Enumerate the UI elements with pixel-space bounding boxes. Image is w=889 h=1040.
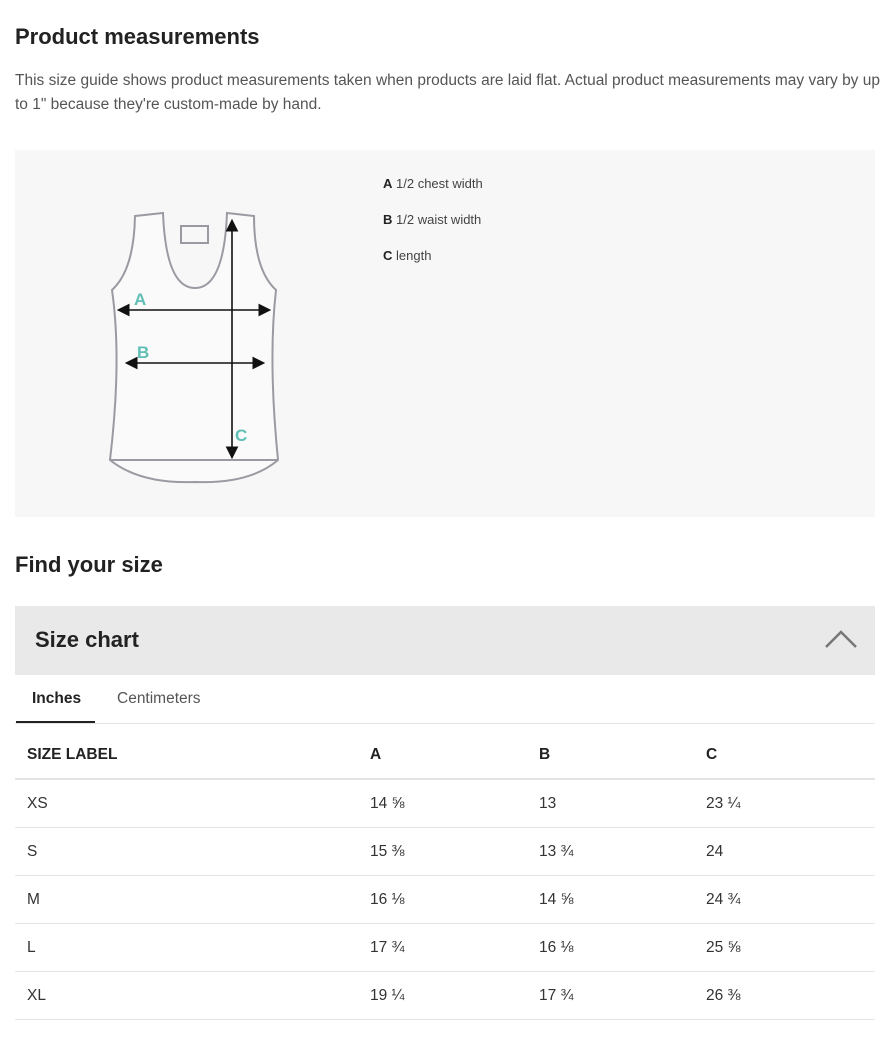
table-cell: L <box>15 923 358 972</box>
table-cell: 24 <box>694 827 875 876</box>
tab-centimeters[interactable]: Centimeters <box>117 690 201 707</box>
table-row: M 16 ⅛ 14 ⅝ 24 ¾ <box>15 875 875 924</box>
table-row: XL 19 ¼ 17 ¾ 26 ⅜ <box>15 971 875 1020</box>
product-measurements-title: Product measurements <box>15 24 260 49</box>
chevron-up-icon[interactable] <box>825 630 857 648</box>
measurements-description: This size guide shows product measuremen… <box>15 72 880 113</box>
table-cell: 15 ⅜ <box>358 827 527 876</box>
table-cell: S <box>15 827 358 876</box>
size-chart-accordion-header[interactable]: Size chart <box>15 606 875 675</box>
measurement-diagram: A B C A 1/2 chest width B 1/2 waist widt… <box>15 150 875 517</box>
table-cell: 17 ¾ <box>358 923 527 972</box>
diagram-label-a: A <box>134 290 146 309</box>
legend-item-a: A 1/2 chest width <box>383 176 483 191</box>
table-cell: 17 ¾ <box>527 971 694 1020</box>
active-tab-indicator <box>16 721 95 723</box>
column-header: C <box>694 732 875 780</box>
table-header-row: SIZE LABEL A B C <box>15 732 875 780</box>
table-cell: 13 <box>527 779 694 828</box>
table-cell: XS <box>15 779 358 828</box>
unit-tabs: Inches Centimeters <box>15 676 875 724</box>
table-cell: 25 ⅝ <box>694 923 875 972</box>
column-header: A <box>358 732 527 780</box>
table-cell: 14 ⅝ <box>358 779 527 828</box>
column-header: B <box>527 732 694 780</box>
table-cell: 26 ⅜ <box>694 971 875 1020</box>
table-cell: M <box>15 875 358 924</box>
table-cell: 23 ¼ <box>694 779 875 828</box>
column-header: SIZE LABEL <box>15 732 358 780</box>
legend-item-c: C length <box>383 248 432 263</box>
table-cell: 24 ¾ <box>694 875 875 924</box>
table-cell: 13 ¾ <box>527 827 694 876</box>
table-cell: 14 ⅝ <box>527 875 694 924</box>
table-cell: 16 ⅛ <box>358 875 527 924</box>
table-row: L 17 ¾ 16 ⅛ 25 ⅝ <box>15 923 875 972</box>
tank-top-illustration: A B C <box>108 211 280 484</box>
diagram-label-b: B <box>137 343 149 362</box>
table-cell: 16 ⅛ <box>527 923 694 972</box>
table-row: XS 14 ⅝ 13 23 ¼ <box>15 779 875 828</box>
table-cell: 19 ¼ <box>358 971 527 1020</box>
diagram-label-c: C <box>235 426 247 445</box>
tab-inches[interactable]: Inches <box>32 690 82 707</box>
find-your-size-title: Find your size <box>15 552 163 577</box>
legend-item-b: B 1/2 waist width <box>383 212 482 227</box>
size-chart-title: Size chart <box>35 627 139 652</box>
table-row: S 15 ⅜ 13 ¾ 24 <box>15 827 875 876</box>
table-cell: XL <box>15 971 358 1020</box>
